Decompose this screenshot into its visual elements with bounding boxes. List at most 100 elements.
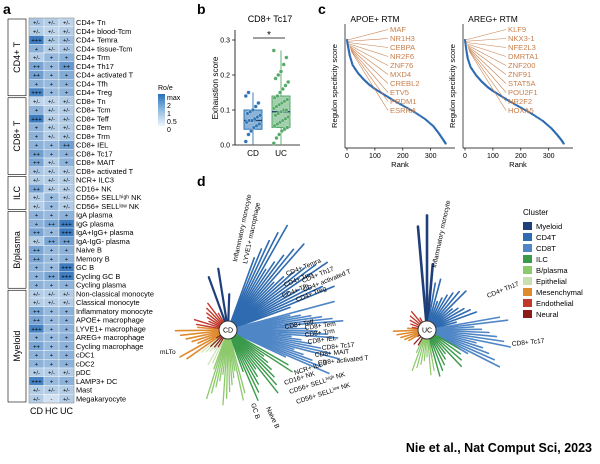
heatmap-row-label: Megakaryocyte — [76, 394, 126, 403]
heatmap-row-label: Mast — [76, 386, 92, 395]
heatmap-row-label: CD8+ Tc17 — [76, 149, 113, 158]
heatmap-cell-value: + — [50, 283, 54, 289]
heatmap-cell-value: + — [35, 336, 39, 342]
boxplot-ylabel: Exhaustion score — [211, 56, 220, 119]
heatmap-cell-value: +/- — [63, 108, 70, 114]
boxplot-title: CD8+ Tc17 — [248, 14, 293, 24]
heatmap-cell-value: +++ — [61, 266, 72, 272]
heatmap-cell-value: +/- — [48, 29, 55, 35]
heatmap-cell-value: + — [65, 82, 69, 88]
rss-tf-connector — [347, 38, 389, 42]
heatmap-cell-value: +++ — [31, 379, 42, 385]
rss-tf-connector — [349, 45, 389, 75]
boxplot-xtick-uc: UC — [275, 149, 287, 158]
boxplot-xtick-cd: CD — [247, 149, 259, 158]
heatmap-cell-value: +/- — [48, 169, 55, 175]
cluster-legend-label: Mesenchymal — [536, 288, 583, 297]
boxplot-point — [280, 86, 285, 92]
boxplot-point — [278, 69, 284, 74]
rss-tf-label: MXD4 — [390, 70, 411, 79]
heatmap-cell-value: +/- — [33, 301, 40, 307]
heatmap-cell-value: + — [65, 362, 69, 368]
heatmap-cell-value: +/- — [63, 126, 70, 132]
heatmap-group-label: CD8+ T — [12, 120, 22, 152]
group-bracket — [7, 18, 27, 97]
heatmap-cell-value: +/- — [63, 38, 70, 44]
boxplot-ytick-label: 0.1 — [220, 108, 230, 115]
heatmap-cell-value: ++ — [33, 161, 40, 167]
network-node-label: CD8+ Tem — [304, 321, 336, 332]
network-node-label: CD8+ IEL — [307, 335, 337, 346]
heatmap-cell-value: + — [50, 318, 54, 324]
heatmap-cell-value: +/- — [63, 187, 70, 193]
group-bracket — [7, 97, 27, 175]
heatmap-row-label: CD4+ activated T — [76, 71, 134, 80]
network-edge — [227, 257, 256, 331]
rss-tf-connector — [348, 43, 389, 57]
heatmap-condition-label: CD — [30, 406, 43, 416]
heatmap-legend-bar — [158, 94, 165, 126]
heatmap-condition-label: HC — [45, 406, 58, 416]
heatmap-cell-value: +/- — [48, 117, 55, 123]
heatmap-cell-value: + — [50, 266, 54, 272]
heatmap-cell-value: + — [35, 222, 39, 228]
rss-title: AREG+ RTM — [468, 14, 518, 24]
heatmap-row-label: CD8+ activated T — [76, 167, 134, 176]
boxplot-point — [258, 113, 263, 118]
heatmap-cell-value: +/- — [33, 397, 40, 403]
heatmap-cell-value: +/- — [33, 204, 40, 210]
boxplot-point — [257, 121, 262, 127]
cluster-legend-swatch — [523, 277, 532, 285]
boxplot-point — [281, 62, 286, 67]
heatmap-cell-value: + — [35, 283, 39, 289]
heatmap-row-label: APOE+ macrophage — [76, 316, 144, 325]
heatmap-cell-value: +/- — [63, 178, 70, 184]
heatmap-cell-value: + — [35, 353, 39, 359]
heatmap-cell-value: +++ — [61, 274, 72, 280]
heatmap-cell-value: +/- — [48, 178, 55, 184]
cluster-legend-swatch — [523, 299, 532, 307]
rss-tf-connector — [349, 47, 389, 84]
heatmap-cell-value: +/- — [63, 397, 70, 403]
uc-hub-node — [417, 320, 437, 340]
heatmap-row-label: CD4+ Treg — [76, 88, 112, 97]
heatmap-cell-value: +/- — [63, 47, 70, 53]
heatmap-row-label: Classical monocyte — [76, 298, 140, 307]
heatmap-cell-value: + — [65, 336, 69, 342]
panel-label-c: c — [318, 1, 326, 17]
heatmap-cell-value: +/- — [48, 108, 55, 114]
heatmap-cell-value: +/- — [48, 292, 55, 298]
cluster-legend-swatch — [523, 222, 532, 230]
rss-point — [444, 142, 447, 145]
rss-xtick-label: 200 — [515, 153, 527, 160]
rss-tf-connector — [468, 49, 507, 102]
boxplot-point — [271, 141, 276, 146]
network-edge — [227, 224, 288, 331]
cluster-legend-swatch — [523, 266, 532, 274]
rss-tf-label: NR2F2 — [508, 97, 532, 106]
heatmap-cell-value: ++ — [33, 187, 40, 193]
boxplot-panel: CD8+ Tc17 Exhaustion score 0.00.10.20.3 … — [211, 14, 300, 158]
heatmap-row-label: CD8+ Tn — [76, 97, 106, 106]
rss-tf-label: ESRRA — [390, 106, 417, 115]
heatmap-row-label: CD8+ Tem — [76, 123, 111, 132]
heatmap-row-label: Cycling macrophage — [76, 342, 143, 351]
heatmap-cell-value: +/- — [48, 388, 55, 394]
heatmap-row-label: NCR+ ILC3 — [76, 176, 114, 185]
heatmap-cell-value: + — [50, 64, 54, 70]
boxplot-point — [285, 97, 290, 102]
heatmap-cell-value: + — [50, 231, 54, 237]
rss-tf-connector — [469, 51, 507, 111]
heatmap-cell-value: + — [65, 213, 69, 219]
network-edge — [227, 329, 246, 394]
cd-hub-label: CD — [223, 328, 233, 335]
heatmap-cell-value: + — [50, 344, 54, 350]
heatmap-row-label: CD4+ Tfh — [76, 79, 108, 88]
network-node-label: GC B — [249, 402, 261, 420]
heatmap-row-label: CD8+ Tcm — [76, 106, 111, 115]
rss-xtick-label: 300 — [543, 153, 555, 160]
boxplot-point — [246, 132, 251, 137]
network-edge — [416, 225, 429, 332]
cluster-legend-title: Cluster — [523, 208, 549, 217]
boxplot-ytick-label: 0.2 — [220, 73, 230, 80]
